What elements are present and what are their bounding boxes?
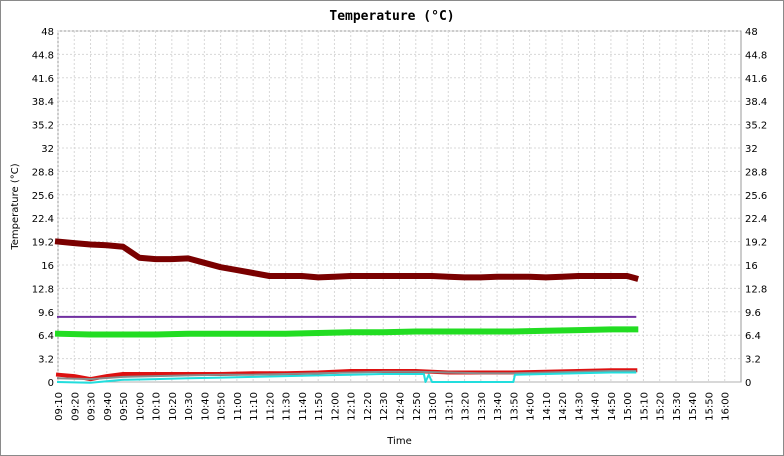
series-line-1: [54, 238, 639, 282]
x-tick-label: 14:00: [526, 392, 537, 421]
x-tick-label: 13:20: [461, 392, 472, 421]
y-tick-label-left: 41.6: [32, 74, 54, 85]
x-tick-label: 12:50: [412, 392, 423, 421]
y-tick-label-right: 9.6: [745, 308, 761, 319]
y-tick-label-right: 25.6: [745, 191, 767, 202]
x-tick-label: 14:30: [574, 392, 585, 421]
x-tick-label: 12:20: [363, 392, 374, 421]
y-tick-label-left: 19.2: [32, 238, 54, 249]
series-line-5: [56, 370, 637, 381]
x-axis-label: Time: [386, 436, 411, 447]
y-tick-label-left: 0: [48, 378, 54, 389]
x-tick-label: 12:30: [379, 392, 390, 421]
series-line-3: [54, 326, 639, 338]
y-tick-label-left: 32: [41, 144, 54, 155]
chart-title: Temperature (°C): [329, 9, 454, 24]
x-tick-label: 10:50: [217, 392, 228, 421]
y-axis-label: Temperature (°C): [10, 163, 21, 250]
y-tick-label-right: 35.2: [745, 121, 767, 132]
y-tick-label-right: 12.8: [745, 284, 767, 295]
x-tick-label: 13:30: [477, 392, 488, 421]
x-tick-label: 13:10: [444, 392, 455, 421]
x-tick-label: 14:50: [607, 392, 618, 421]
y-tick-label-left: 3.2: [38, 355, 54, 366]
y-tick-label-left: 35.2: [32, 121, 54, 132]
x-tick-label: 11:40: [298, 392, 309, 421]
x-tick-label: 15:00: [623, 392, 634, 421]
series-line-6: [56, 371, 637, 384]
x-tick-label: 10:00: [135, 392, 146, 421]
y-tick-label-left: 22.4: [32, 214, 54, 225]
x-tick-label: 15:20: [656, 392, 667, 421]
x-tick-label: 12:10: [347, 392, 358, 421]
x-tick-label: 10:30: [184, 392, 195, 421]
y-tick-label-right: 41.6: [745, 74, 767, 85]
x-tick-label: 15:30: [672, 392, 683, 421]
x-tick-label: 09:30: [87, 392, 98, 421]
y-tick-label-left: 25.6: [32, 191, 54, 202]
x-tick-label: 11:20: [265, 392, 276, 421]
y-tick-label-right: 6.4: [745, 331, 761, 342]
y-tick-label-right: 3.2: [745, 355, 761, 366]
y-tick-label-right: 19.2: [745, 238, 767, 249]
x-tick-label: 14:10: [542, 392, 553, 421]
y-tick-label-left: 16: [41, 261, 54, 272]
x-tick-label: 15:40: [688, 392, 699, 421]
x-tick-label: 09:50: [119, 392, 130, 421]
x-tick-label: 13:40: [493, 392, 504, 421]
x-tick-label: 15:10: [639, 392, 650, 421]
y-tick-label-left: 12.8: [32, 284, 54, 295]
y-tick-label-right: 16: [745, 261, 758, 272]
y-tick-label-right: 0: [745, 378, 751, 389]
y-tick-label-right: 48: [745, 27, 758, 38]
y-tick-label-left: 28.8: [32, 167, 54, 178]
x-tick-label: 15:50: [704, 392, 715, 421]
x-tick-label: 13:00: [428, 392, 439, 421]
x-tick-label: 10:10: [152, 392, 163, 421]
x-tick-label: 14:20: [558, 392, 569, 421]
x-tick-label: 13:50: [509, 392, 520, 421]
y-tick-label-left: 48: [41, 27, 54, 38]
x-tick-label: 12:40: [396, 392, 407, 421]
y-tick-label-right: 28.8: [745, 167, 767, 178]
x-tick-label: 16:00: [721, 392, 732, 421]
x-tick-label: 11:10: [249, 392, 260, 421]
y-tick-label-right: 22.4: [745, 214, 767, 225]
y-tick-label-right: 32: [745, 144, 758, 155]
x-tick-label: 10:20: [168, 392, 179, 421]
y-tick-label-left: 44.8: [32, 50, 54, 61]
x-tick-label: 11:50: [314, 392, 325, 421]
y-tick-label-right: 44.8: [745, 50, 767, 61]
y-tick-label-right: 38.4: [745, 97, 767, 108]
x-tick-label: 09:10: [54, 392, 65, 421]
x-tick-label: 09:20: [70, 392, 81, 421]
x-tick-label: 09:40: [103, 392, 114, 421]
x-tick-label: 14:40: [591, 392, 602, 421]
y-tick-label-left: 9.6: [38, 308, 54, 319]
x-tick-label: 11:00: [233, 392, 244, 421]
y-tick-label-left: 6.4: [38, 331, 54, 342]
x-tick-label: 10:40: [200, 392, 211, 421]
y-tick-label-left: 38.4: [32, 97, 54, 108]
x-tick-label: 11:30: [282, 392, 293, 421]
x-tick-label: 12:00: [330, 392, 341, 421]
